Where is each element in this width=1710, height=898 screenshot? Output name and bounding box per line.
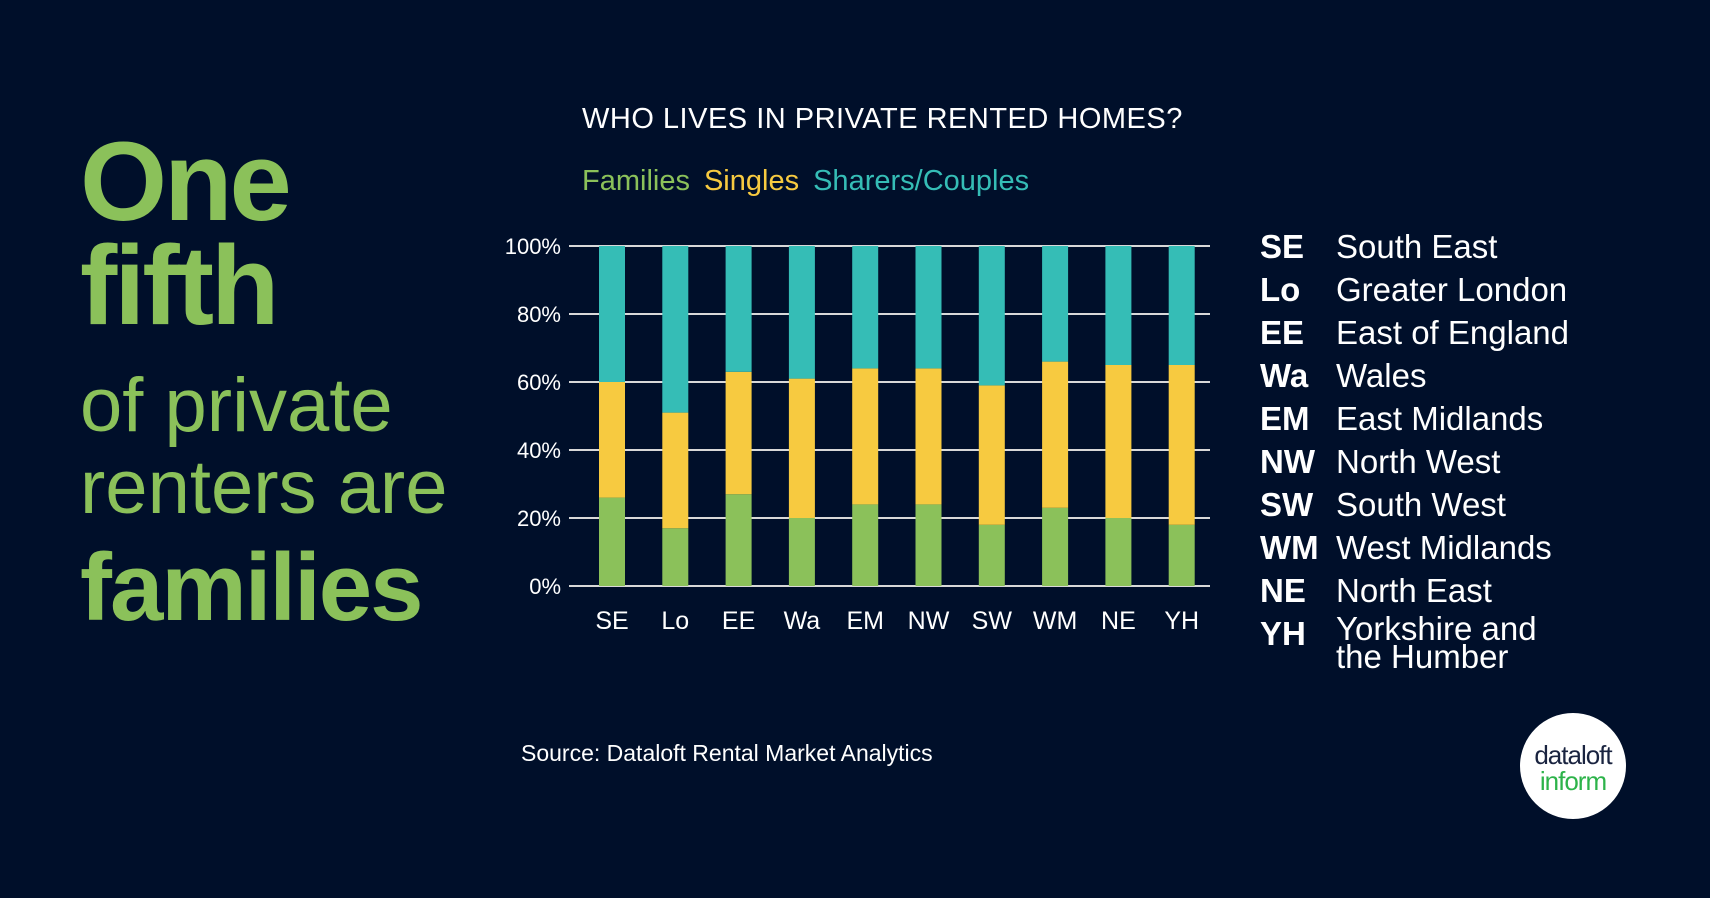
region-code: Lo bbox=[1260, 271, 1301, 308]
y-tick-label: 80% bbox=[517, 302, 561, 327]
chart-legend: Families Singles Sharers/Couples bbox=[582, 165, 1043, 198]
y-tick-label: 60% bbox=[517, 370, 561, 395]
bar-SW-families bbox=[978, 524, 1005, 586]
bar-NE-families bbox=[1105, 518, 1132, 586]
x-tick-label: YH bbox=[1164, 607, 1199, 635]
headline-families: families bbox=[80, 534, 424, 641]
bar-NE-sharers-couples bbox=[1105, 246, 1132, 365]
bar-WM-singles bbox=[1042, 361, 1069, 508]
region-name: Yorkshire and the Humber bbox=[1336, 610, 1537, 675]
bar-EM-singles bbox=[852, 368, 879, 505]
stacked-bar-chart: 0% 20% 40% 60% 80% 100% SE Lo EE Wa EM NW SW WM NE YH bbox=[505, 234, 1210, 635]
legend-sharers: Sharers/Couples bbox=[813, 165, 1030, 197]
legend-families: Families bbox=[582, 165, 690, 197]
y-tick-label: 100% bbox=[505, 234, 561, 259]
legend-singles: Singles bbox=[703, 165, 800, 197]
bar-NW-families bbox=[915, 504, 942, 586]
bar-YH-singles bbox=[1168, 365, 1195, 525]
region-code: Wa bbox=[1260, 357, 1309, 394]
bar-EE-singles bbox=[725, 371, 752, 495]
bar-Lo-families bbox=[662, 528, 689, 586]
headline-renters-are: renters are bbox=[80, 445, 448, 530]
bar-NW-singles bbox=[915, 368, 942, 505]
bar-Lo-singles bbox=[662, 412, 689, 529]
region-key-item: EM East Midlands bbox=[1260, 400, 1543, 438]
region-name: West Midlands bbox=[1336, 529, 1552, 566]
bar-EM-families bbox=[852, 504, 879, 586]
bar-YH-families bbox=[1168, 524, 1195, 586]
region-code: NE bbox=[1260, 572, 1306, 609]
headline-of-private: of private bbox=[80, 363, 393, 448]
y-tick-label: 40% bbox=[517, 438, 561, 463]
region-key-item: Wa Wales bbox=[1260, 357, 1426, 395]
x-tick-label: Lo bbox=[661, 607, 689, 635]
x-tick-label: Wa bbox=[784, 607, 821, 635]
region-code: YH bbox=[1260, 615, 1306, 652]
y-tick-label: 0% bbox=[529, 574, 561, 599]
dataloft-logo: dataloft inform bbox=[1520, 713, 1626, 819]
chart-title: WHO LIVES IN PRIVATE RENTED HOMES? bbox=[582, 103, 1183, 135]
region-code: EE bbox=[1260, 314, 1305, 351]
bar-SW-sharers-couples bbox=[978, 246, 1005, 386]
bar-EE-families bbox=[725, 494, 752, 586]
x-tick-label: NE bbox=[1101, 607, 1136, 635]
bar-SE-families bbox=[599, 497, 625, 586]
region-name: North East bbox=[1336, 572, 1492, 609]
bar-Wa-sharers-couples bbox=[788, 246, 815, 379]
x-tick-label: WM bbox=[1033, 607, 1077, 635]
bar-SE-singles bbox=[599, 382, 625, 498]
region-code: NW bbox=[1260, 443, 1315, 480]
x-tick-label: EE bbox=[722, 607, 755, 635]
headline-fifth: fifth bbox=[80, 223, 279, 348]
region-name: North West bbox=[1336, 443, 1501, 480]
x-tick-label: NW bbox=[908, 607, 950, 635]
region-key-item: EE East of England bbox=[1260, 314, 1569, 352]
logo-subtext: inform bbox=[1539, 766, 1607, 796]
bar-SE-sharers-couples bbox=[599, 246, 625, 382]
region-name: South West bbox=[1336, 486, 1506, 523]
source-note: Source: Dataloft Rental Market Analytics bbox=[521, 740, 933, 766]
region-code: WM bbox=[1260, 529, 1319, 566]
region-code: SE bbox=[1260, 228, 1305, 265]
bar-SW-singles bbox=[978, 385, 1005, 525]
region-name: East Midlands bbox=[1336, 400, 1544, 437]
x-tick-label: EM bbox=[846, 607, 884, 635]
x-tick-label: SE bbox=[595, 607, 628, 635]
bar-YH-sharers-couples bbox=[1168, 246, 1195, 365]
region-key-item: SW South West bbox=[1260, 486, 1506, 524]
bar-NE-singles bbox=[1105, 365, 1132, 518]
logo-text: dataloft bbox=[1534, 740, 1612, 770]
region-code: SW bbox=[1260, 486, 1314, 523]
region-name: East of England bbox=[1336, 314, 1569, 351]
region-key-item: NE North East bbox=[1260, 572, 1492, 610]
region-name: South East bbox=[1336, 228, 1498, 265]
region-key-item: YH Yorkshire and the Humber bbox=[1260, 610, 1566, 675]
region-name: Greater London bbox=[1336, 271, 1568, 308]
y-tick-label: 20% bbox=[517, 506, 561, 531]
bar-Wa-families bbox=[788, 518, 815, 586]
x-tick-label: SW bbox=[972, 607, 1013, 635]
bar-EM-sharers-couples bbox=[852, 246, 879, 369]
bar-WM-sharers-couples bbox=[1042, 246, 1069, 362]
headline-one: One bbox=[80, 119, 292, 244]
bar-WM-families bbox=[1042, 507, 1069, 586]
region-key-item: Lo Greater London bbox=[1260, 271, 1567, 309]
region-code: EM bbox=[1260, 400, 1310, 437]
region-name: Wales bbox=[1336, 357, 1427, 394]
region-key-item: NW North West bbox=[1260, 443, 1500, 481]
bar-Wa-singles bbox=[788, 378, 815, 518]
bar-EE-sharers-couples bbox=[725, 246, 752, 372]
region-key-item: WM West Midlands bbox=[1260, 529, 1552, 567]
region-key-item: SE South East bbox=[1260, 228, 1497, 266]
bar-Lo-sharers-couples bbox=[662, 246, 689, 413]
bar-NW-sharers-couples bbox=[915, 246, 942, 369]
